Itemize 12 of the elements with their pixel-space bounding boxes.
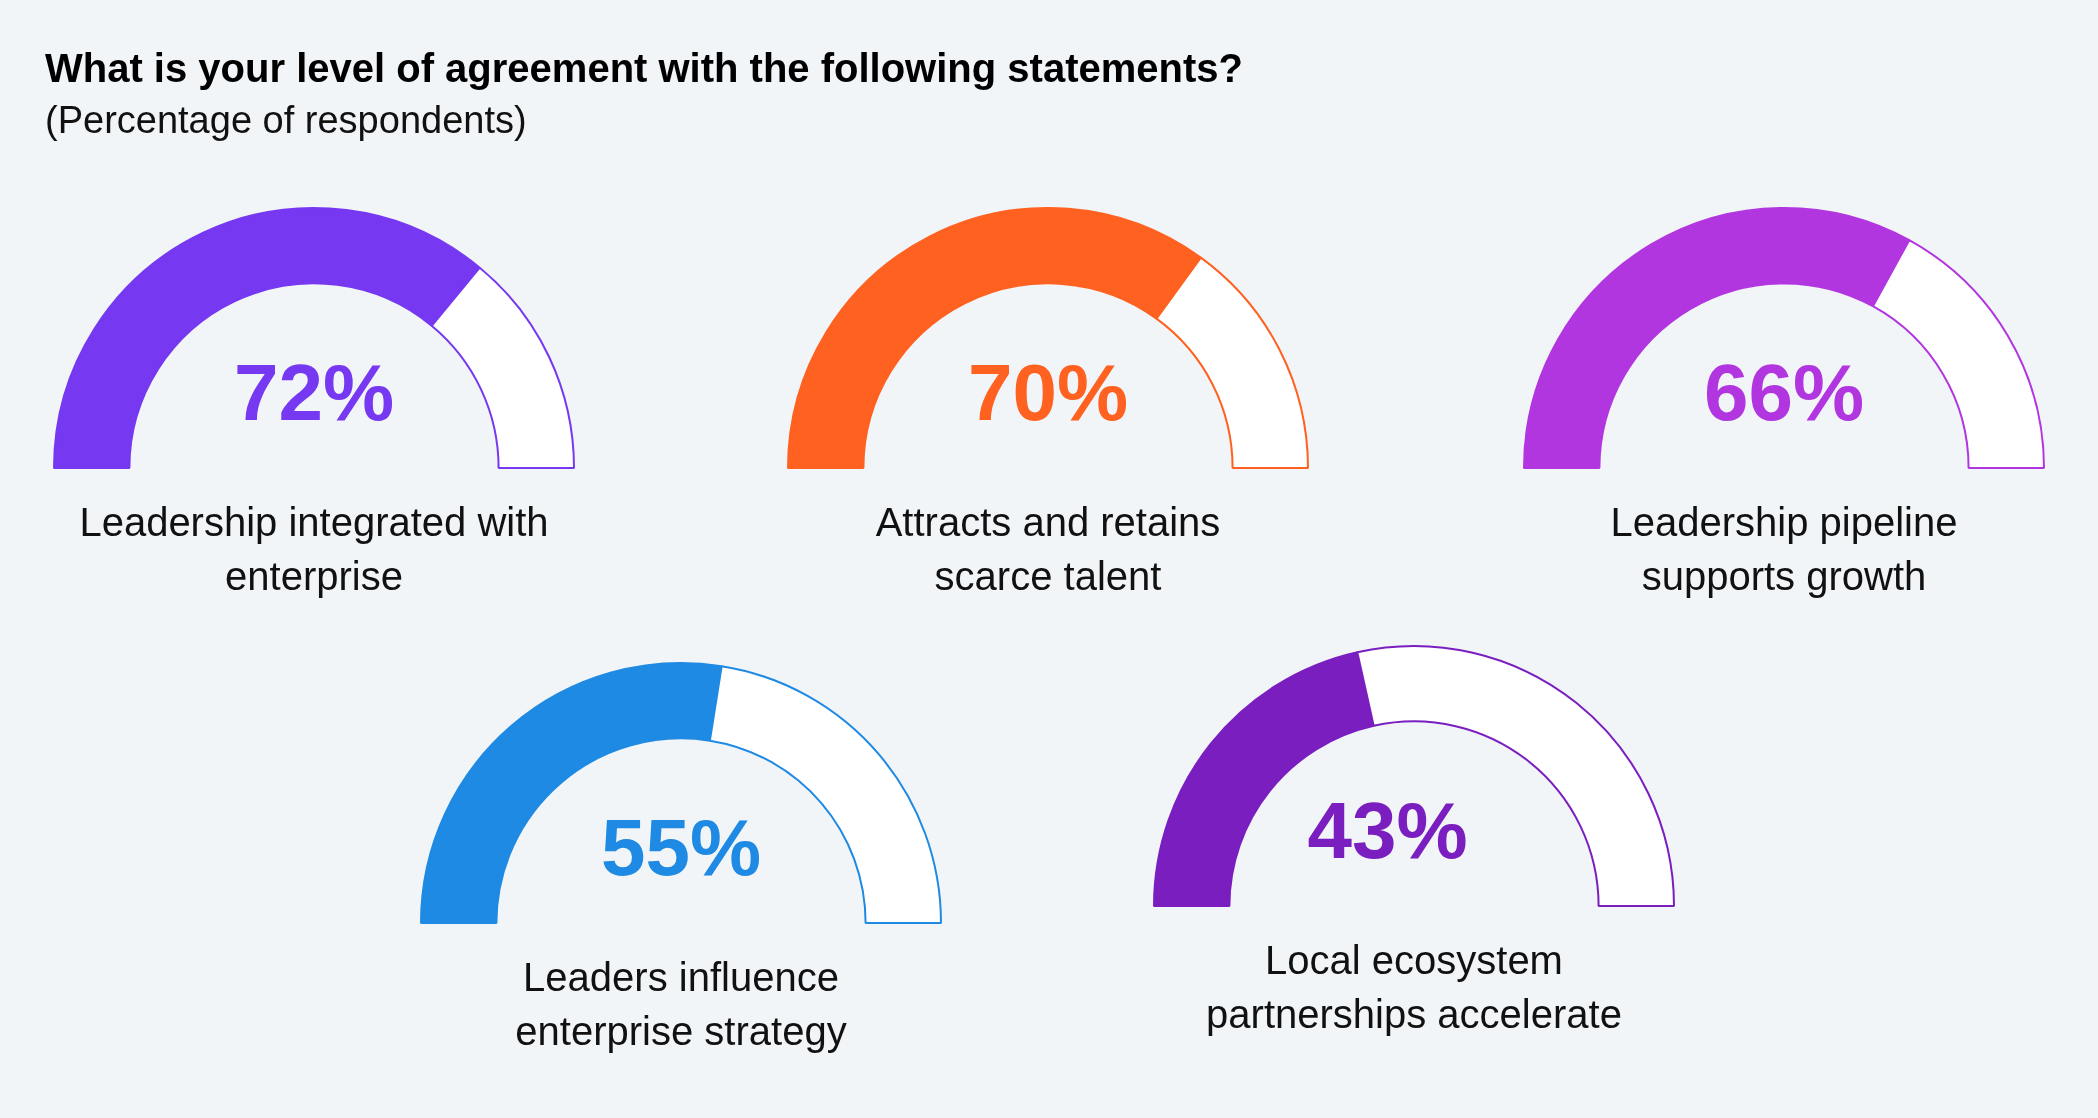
text: Attracts and retains scarce talent <box>874 499 1222 600</box>
text: (Percentage of respondents) <box>45 98 528 143</box>
text: Leadership integrated with enterprise <box>79 499 549 600</box>
data-label: 66% <box>1703 348 1865 438</box>
text: Local ecosystem partnerships accelerate <box>1205 937 1623 1038</box>
text: Leaders influence enterprise strategy <box>514 954 848 1055</box>
text: What is your level of agreement with the following statements? <box>45 45 1243 92</box>
data-label: 70% <box>967 348 1129 438</box>
data-label: 72% <box>233 348 395 438</box>
data-label: 55% <box>600 803 762 893</box>
text: Leadership pipeline supports growth <box>1609 499 1959 600</box>
data-label: 43% <box>1307 786 1468 876</box>
